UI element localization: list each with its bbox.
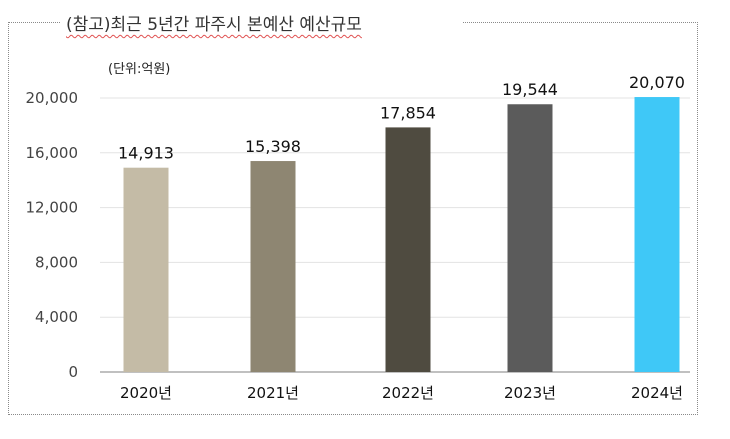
x-tick-label: 2020년 xyxy=(120,384,172,402)
y-tick-label: 0 xyxy=(68,363,78,381)
y-tick-label: 4,000 xyxy=(35,308,78,326)
x-tick-label: 2021년 xyxy=(247,384,299,402)
y-tick-label: 20,000 xyxy=(26,89,79,107)
bar-2020년 xyxy=(123,167,169,372)
data-label: 15,398 xyxy=(245,137,301,156)
y-tick-label: 16,000 xyxy=(26,144,79,162)
bar-layer xyxy=(123,97,680,373)
y-tick-label: 12,000 xyxy=(26,199,79,217)
data-label: 14,913 xyxy=(118,144,174,163)
chart-title: (참고)최근 5년간 파주시 본예산 예산규모 xyxy=(66,15,362,35)
data-label: 17,854 xyxy=(380,103,436,122)
bar-2024년 xyxy=(634,97,680,372)
bar-2023년 xyxy=(507,104,553,373)
chart-frame xyxy=(8,22,698,415)
y-tick-label: 8,000 xyxy=(35,253,78,271)
frame-top-left-border xyxy=(8,22,60,23)
bar-2021년 xyxy=(250,161,296,372)
x-tick-label: 2022년 xyxy=(382,384,434,402)
unit-label: (단위:억원) xyxy=(108,62,171,77)
data-label: 19,544 xyxy=(502,80,558,99)
x-tick-label: 2023년 xyxy=(504,384,556,402)
frame-top-right-border xyxy=(463,22,698,23)
label-layer: 0 4,000 8,000 12,000 16,000 20,000 14,913 2020년… xyxy=(26,73,685,402)
x-tick-label: 2024년 xyxy=(631,384,683,402)
data-label: 20,070 xyxy=(629,73,685,92)
bar-2022년 xyxy=(385,127,431,372)
